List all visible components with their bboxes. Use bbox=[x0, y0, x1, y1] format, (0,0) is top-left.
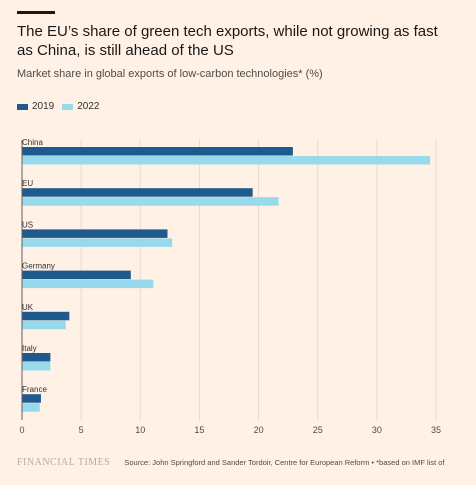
bar-2019-china bbox=[22, 147, 293, 156]
x-tick-label: 10 bbox=[135, 425, 145, 435]
bar-2019-italy bbox=[22, 353, 51, 362]
legend-item-2019: 2019 bbox=[17, 101, 54, 112]
legend-swatch-2019 bbox=[17, 103, 28, 110]
category-label: Germany bbox=[22, 262, 55, 271]
ft-logo: FINANCIAL TIMES bbox=[17, 457, 111, 468]
category-label: China bbox=[22, 138, 43, 147]
category-label: UK bbox=[22, 303, 34, 312]
legend-item-2022: 2022 bbox=[62, 101, 100, 112]
bar-2019-us bbox=[22, 229, 168, 238]
bar-2019-eu bbox=[22, 188, 253, 197]
bar-2022-uk bbox=[22, 320, 66, 330]
header-rule bbox=[17, 11, 55, 14]
bar-2022-italy bbox=[22, 362, 51, 371]
bar-2019-france bbox=[22, 394, 41, 403]
x-tick-label: 30 bbox=[372, 425, 382, 435]
bar-2019-uk bbox=[22, 311, 70, 321]
x-tick-label: 35 bbox=[431, 425, 441, 435]
bar-2022-france bbox=[22, 403, 40, 412]
bar-2019-germany bbox=[22, 270, 131, 280]
chart-subtitle: Market share in global exports of low-ca… bbox=[17, 68, 323, 80]
legend: 2019 2022 bbox=[17, 101, 100, 112]
legend-label-2019: 2019 bbox=[32, 101, 55, 112]
bar-2022-eu bbox=[22, 197, 279, 206]
bar-2022-germany bbox=[22, 279, 154, 289]
category-label: EU bbox=[22, 179, 33, 188]
category-label: US bbox=[22, 220, 33, 229]
x-tick-label: 5 bbox=[79, 425, 84, 435]
footer: FINANCIAL TIMES Source: John Springford … bbox=[17, 457, 462, 468]
chart-title: The EU’s share of green tech exports, wh… bbox=[17, 23, 438, 59]
x-tick-label: 20 bbox=[254, 425, 264, 435]
source-note: Source: John Springford and Sander Tordo… bbox=[124, 458, 445, 467]
x-tick-label: 15 bbox=[194, 425, 204, 435]
bar-2022-us bbox=[22, 238, 173, 247]
legend-label-2022: 2022 bbox=[77, 101, 100, 112]
x-tick-label: 0 bbox=[19, 425, 24, 435]
category-label: Italy bbox=[22, 344, 37, 353]
category-label: France bbox=[22, 385, 47, 394]
legend-swatch-2022 bbox=[62, 103, 74, 110]
bar-2022-china bbox=[22, 156, 431, 165]
x-tick-label: 25 bbox=[313, 425, 323, 435]
